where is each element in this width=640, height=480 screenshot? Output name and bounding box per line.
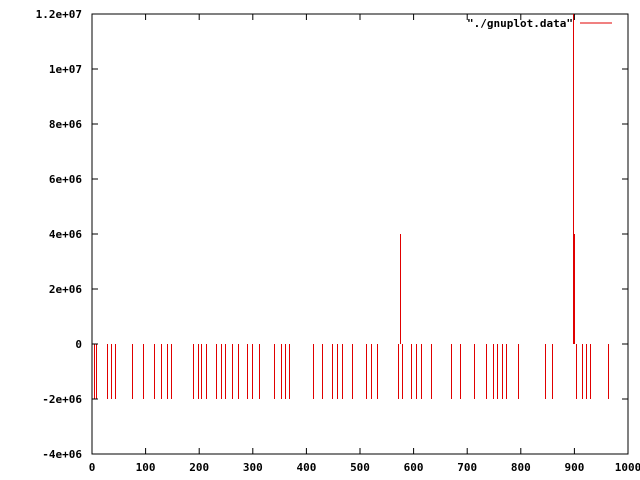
x-axis: 0 100 200 300 400 500 600 700 800 900 1000 [89, 14, 640, 474]
y-tick-label: 1.2e+07 [36, 8, 82, 21]
y-tick-label: 0 [75, 338, 82, 351]
y-tick-label: -2e+06 [42, 393, 82, 406]
y-tick-label: 8e+06 [49, 118, 82, 131]
y-tick-label: -4e+06 [42, 448, 82, 461]
y-tick-label: 6e+06 [49, 173, 82, 186]
x-tick-label: 0 [89, 461, 96, 474]
legend-label: "./gnuplot.data" [467, 17, 573, 30]
y-tick-label: 1e+07 [49, 63, 82, 76]
y-axis: -4e+06 -2e+06 0 2e+06 4e+06 6e+06 8e+06 1e+07 1.… [36, 8, 628, 461]
plot-border [91, 13, 629, 455]
legend: "./gnuplot.data" [467, 17, 612, 30]
y-tick-label: 4e+06 [49, 228, 82, 241]
x-tick-label: 700 [457, 461, 477, 474]
y-tick-label: 2e+06 [49, 283, 82, 296]
x-tick-label: 500 [350, 461, 370, 474]
x-tick-label: 200 [189, 461, 209, 474]
x-tick-label: 300 [243, 461, 263, 474]
x-tick-label: 600 [404, 461, 424, 474]
x-tick-label: 800 [511, 461, 531, 474]
x-tick-label: 1000 [615, 461, 640, 474]
x-tick-label: 400 [296, 461, 316, 474]
x-tick-label: 900 [564, 461, 584, 474]
series-impulses [94, 14, 609, 399]
x-tick-label: 100 [136, 461, 156, 474]
